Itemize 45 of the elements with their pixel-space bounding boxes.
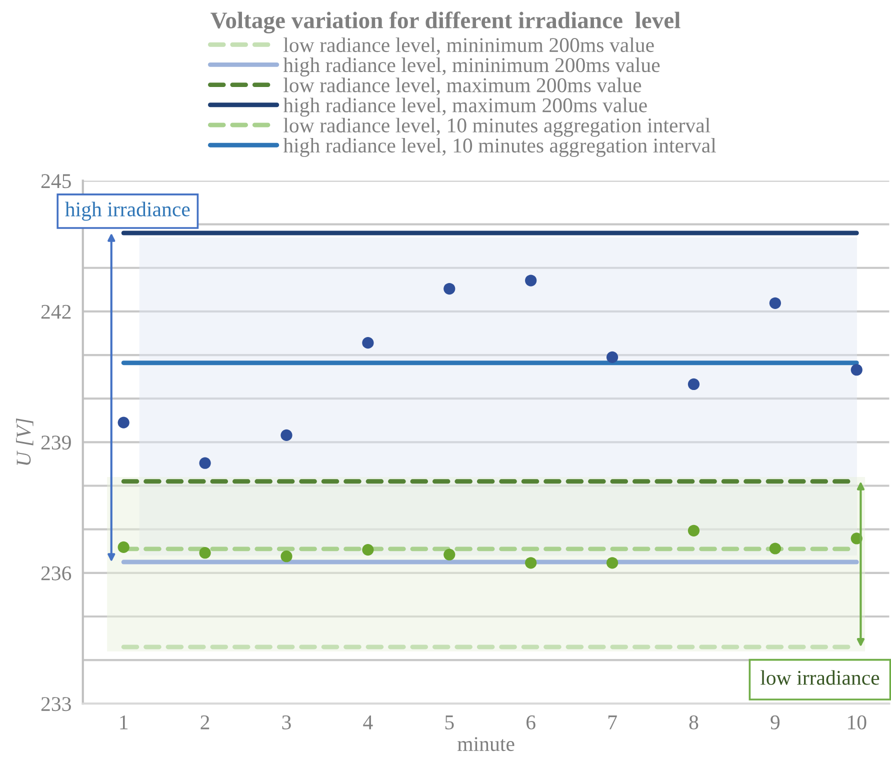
legend-label: high radiance level, maximum 200ms value xyxy=(283,98,647,117)
annotation: high irradiance xyxy=(65,202,190,221)
point xyxy=(280,550,292,562)
chart-title: Voltage variation for different irradiance level xyxy=(210,12,680,34)
y-tick-label: 236 xyxy=(41,566,72,580)
point xyxy=(280,429,292,442)
point xyxy=(525,274,537,286)
x-tick-label: 6 xyxy=(526,715,536,730)
x-tick-label: 9 xyxy=(770,715,780,730)
legend-label: low radiance level, 10 minutes aggregation interval xyxy=(284,118,710,137)
point xyxy=(606,351,618,364)
legend-label: high radiance level, 10 minutes aggregation interval xyxy=(283,138,716,157)
point xyxy=(199,457,211,469)
x-axis-title: minute xyxy=(458,737,514,752)
point xyxy=(362,337,374,349)
point xyxy=(362,544,374,556)
point xyxy=(199,547,211,559)
x-tick-label: 4 xyxy=(363,715,373,730)
point xyxy=(769,297,781,309)
annotation: low irradiance xyxy=(760,670,880,685)
point xyxy=(606,557,618,569)
y-axis-title: U [V] xyxy=(16,418,34,465)
y-tick-label: 242 xyxy=(41,304,71,319)
point xyxy=(118,541,130,554)
point xyxy=(850,364,862,376)
point xyxy=(444,282,456,295)
x-tick-label: 5 xyxy=(445,716,454,730)
x-tick-label: 1 xyxy=(120,715,128,730)
point xyxy=(769,542,781,554)
point xyxy=(444,548,456,560)
x-tick-label: 7 xyxy=(608,716,617,730)
y-tick-label: 233 xyxy=(41,697,71,712)
y-tick-label: 239 xyxy=(41,436,71,450)
x-tick-label: 10 xyxy=(848,715,866,730)
x-tick-label: 3 xyxy=(282,715,291,730)
legend-label: low radiance level, mininimum 200ms value xyxy=(284,37,654,56)
x-tick-label: 2 xyxy=(200,715,210,730)
point xyxy=(525,557,537,569)
point xyxy=(688,524,700,536)
legend-label: low radiance level, maximum 200ms value xyxy=(284,78,642,96)
point xyxy=(688,378,700,390)
y-tick-label: 245 xyxy=(41,174,71,188)
legend-label: high radiance level, mininimum 200ms value xyxy=(283,58,660,76)
x-tick-label: 8 xyxy=(689,715,698,730)
point xyxy=(118,416,130,428)
